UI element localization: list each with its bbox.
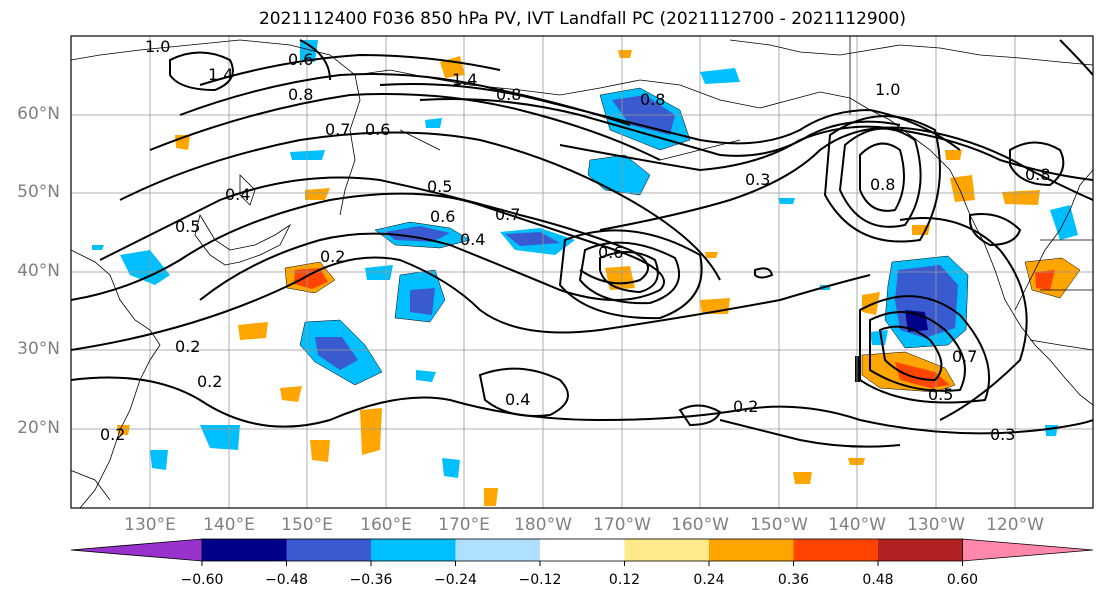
- contour-label: 1.4: [208, 65, 233, 84]
- coastlines: [71, 36, 1093, 508]
- lon-label: 180°W: [514, 515, 572, 535]
- colorbar-segment: [202, 539, 287, 561]
- contour-label: 0.8: [1025, 165, 1050, 184]
- contour-label: 0.7: [952, 347, 977, 366]
- lat-label: 60°N: [17, 104, 60, 124]
- colorbar-tick-label: −0.60: [180, 572, 224, 588]
- colorbar-tick-label: 0.12: [608, 572, 641, 588]
- contour-label: 0.2: [175, 337, 200, 356]
- colorbar-tick-label: −0.12: [518, 572, 562, 588]
- lon-label: 150°E: [281, 515, 333, 535]
- contour-label: 0.3: [745, 170, 770, 189]
- colorbar-tick-label: 0.60: [946, 572, 979, 588]
- colorbar-tick-label: −0.48: [265, 572, 308, 588]
- lon-label: 120°W: [986, 515, 1044, 535]
- colorbar-tick-label: −0.24: [434, 572, 477, 588]
- contour-label: 0.5: [175, 217, 200, 236]
- map-title: 2021112400 F036 850 hPa PV, IVT Landfall…: [258, 9, 906, 29]
- contour-label: 0.8: [640, 90, 665, 109]
- contour-label: 0.6: [598, 243, 623, 262]
- colorbar-ticks: [201, 561, 963, 566]
- lon-label: 140°E: [203, 515, 255, 535]
- lat-label: 50°N: [17, 182, 60, 202]
- lon-label: 160°W: [671, 515, 729, 535]
- lon-label: 150°W: [750, 515, 808, 535]
- lon-label: 130°W: [907, 515, 965, 535]
- contour-label: 0.8: [288, 85, 313, 104]
- contour-label-group: 1.0 1.4 0.8 0.6 1.4 0.8 0.7 0.6 0.8 1.0 …: [100, 37, 1050, 444]
- contour-label: 0.2: [100, 425, 125, 444]
- colorbar-segment: [371, 539, 456, 561]
- colorbar-tick-label: 0.48: [862, 572, 894, 588]
- contour-label: 0.3: [990, 425, 1015, 444]
- contour-label: 1.0: [875, 80, 900, 99]
- colorbar-tick-label: 0.36: [777, 572, 810, 588]
- contour-label: 0.7: [325, 120, 350, 139]
- contour-label: 0.8: [496, 85, 521, 104]
- colorbar-segment: [455, 539, 540, 561]
- contour-label: 0.7: [495, 205, 520, 224]
- colorbar: [70, 538, 1094, 566]
- map-frame: [70, 35, 1094, 509]
- colorbar-outline: [201, 538, 963, 562]
- colorbar-tick-label: −0.36: [349, 572, 393, 588]
- contour-label: 0.5: [427, 177, 452, 196]
- lat-label: 30°N: [17, 339, 60, 359]
- lon-label: 140°W: [828, 515, 886, 535]
- colorbar-segment: [878, 539, 963, 561]
- contour-label: 0.5: [928, 385, 953, 404]
- contour-label: 0.8: [870, 175, 895, 194]
- contour-label: 0.6: [430, 207, 455, 226]
- colorbar-segment: [540, 539, 625, 561]
- anomaly-shading: [92, 40, 1081, 506]
- contour-label: 1.0: [145, 37, 170, 56]
- contour-label: 0.6: [288, 50, 313, 69]
- lon-label: 130°E: [124, 515, 176, 535]
- contour-label: 0.4: [460, 230, 485, 249]
- contour-label: 0.2: [733, 397, 758, 416]
- contour-label: 0.6: [365, 120, 390, 139]
- colorbar-segment: [624, 539, 709, 561]
- colorbar-extend-right: [962, 538, 1094, 562]
- lon-label: 170°W: [593, 515, 651, 535]
- colorbar-segment: [793, 539, 878, 561]
- contour-label: 0.4: [505, 390, 530, 409]
- contour-label: 0.2: [320, 247, 345, 266]
- lon-label: 160°E: [360, 515, 412, 535]
- colorbar-extend-left: [70, 538, 203, 562]
- colorbar-segment: [709, 539, 794, 561]
- colorbar-segment: [286, 539, 371, 561]
- contour-label: 0.4: [225, 185, 250, 204]
- contour-label: 0.2: [197, 372, 222, 391]
- lat-label: 20°N: [17, 418, 60, 438]
- colorbar-tick-label: 0.24: [693, 572, 725, 588]
- lon-label: 170°E: [438, 515, 490, 535]
- contour-label: 1.4: [452, 70, 477, 89]
- pv-contours: [71, 39, 1093, 448]
- lat-label: 40°N: [17, 261, 60, 281]
